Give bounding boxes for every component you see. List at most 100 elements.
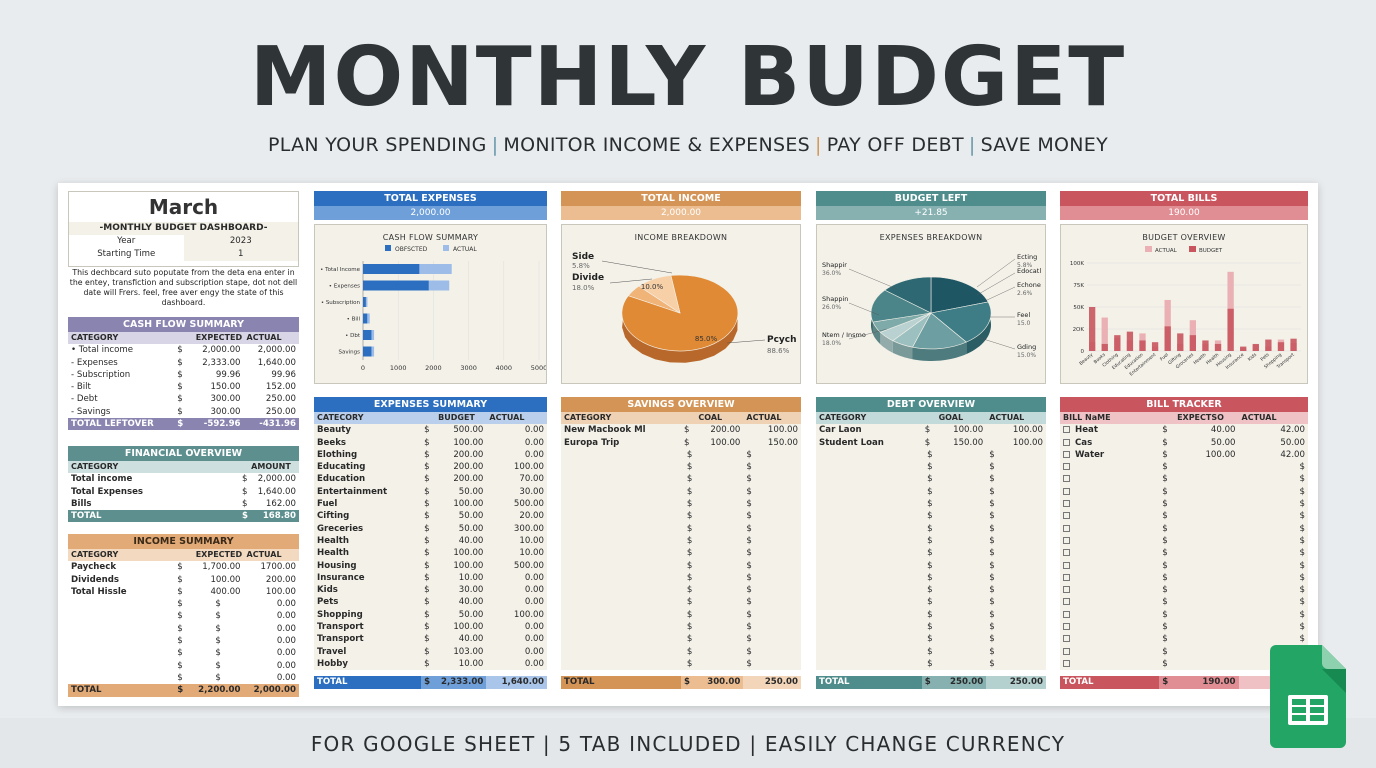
expected-cell[interactable]: 100.00 [1205,449,1236,460]
category-cell[interactable] [561,473,681,485]
bill-name-cell[interactable] [1060,523,1159,535]
actual-cell[interactable]: 42.00 [1280,425,1305,436]
category-cell[interactable]: Transport [317,634,364,645]
expected-cell[interactable] [1174,547,1238,559]
bill-checkbox[interactable] [1063,549,1070,557]
budget-cell[interactable]: 40.00 [458,634,484,645]
category-cell[interactable]: Travel [317,646,347,657]
bill-checkbox[interactable] [1063,500,1070,508]
actual-cell[interactable]: 100.00 [1012,425,1043,436]
actual-cell[interactable]: 42.00 [1280,449,1305,460]
category-cell[interactable] [561,633,681,645]
goal-cell[interactable] [936,547,987,559]
goal-cell[interactable] [695,572,743,584]
bill-checkbox[interactable] [1063,463,1070,471]
budget-cell[interactable]: 40.00 [458,535,484,546]
category-cell[interactable] [68,623,174,635]
expected-cell[interactable]: 100.00 [210,574,241,585]
bill-checkbox[interactable] [1063,438,1070,446]
actual-cell[interactable]: 0.00 [276,623,296,634]
bill-checkbox[interactable] [1063,623,1070,631]
actual-cell[interactable]: 0.00 [524,634,544,645]
goal-cell[interactable] [936,658,987,670]
budget-cell[interactable]: 40.00 [458,597,484,608]
category-cell[interactable]: Entertainment [317,486,388,497]
budget-cell[interactable]: 50.00 [458,511,484,522]
expected-cell[interactable]: 50.00 [1210,437,1236,448]
expected-cell[interactable] [1174,486,1238,498]
budget-cell[interactable]: 200.00 [453,474,484,485]
goal-cell[interactable] [936,584,987,596]
category-cell[interactable] [68,635,174,647]
goal-cell[interactable] [695,498,743,510]
category-cell[interactable] [561,486,681,498]
bill-name-cell[interactable] [1060,596,1159,608]
goal-cell[interactable] [695,596,743,608]
bill-name-cell[interactable] [1060,461,1159,473]
goal-cell[interactable] [695,633,743,645]
goal-cell[interactable] [936,621,987,633]
bill-name-cell[interactable]: Heat [1060,424,1159,436]
actual-cell[interactable]: 0.00 [524,597,544,608]
start-value[interactable]: 1 [183,248,298,261]
category-cell[interactable]: Dividends [71,574,119,585]
bill-checkbox[interactable] [1063,512,1070,520]
actual-cell[interactable]: 0.00 [276,636,296,647]
category-cell[interactable] [68,610,174,622]
category-cell[interactable]: Kids [317,585,338,596]
actual-cell[interactable]: 10.00 [519,548,544,559]
actual-cell[interactable]: 0.00 [276,599,296,610]
category-cell[interactable]: Paycheck [71,562,117,573]
goal-cell[interactable] [936,523,987,535]
goal-cell[interactable] [695,621,743,633]
category-cell[interactable]: Educating [317,462,366,473]
category-cell[interactable] [816,523,922,535]
budget-cell[interactable]: 50.00 [458,523,484,534]
budget-cell[interactable]: 10.00 [458,572,484,583]
bill-name-cell[interactable] [1060,609,1159,621]
goal-cell[interactable]: 100.00 [710,437,741,448]
expected-cell[interactable] [1174,498,1238,510]
budget-cell[interactable]: 100.00 [453,548,484,559]
expected-cell[interactable] [1174,473,1238,485]
expected-cell[interactable]: $ [215,636,221,647]
expected-cell[interactable]: 400.00 [210,586,241,597]
category-cell[interactable] [816,473,922,485]
category-cell[interactable]: Hobby [317,658,349,669]
actual-cell[interactable]: 0.00 [276,660,296,671]
category-cell[interactable] [561,547,681,559]
category-cell[interactable] [816,584,922,596]
category-cell[interactable] [816,461,922,473]
category-cell[interactable]: Health [317,548,349,559]
goal-cell[interactable] [695,609,743,621]
bill-name-cell[interactable] [1060,572,1159,584]
actual-cell[interactable]: 0.00 [276,672,296,683]
goal-cell[interactable] [695,449,743,461]
expected-cell[interactable] [1174,621,1238,633]
actual-cell[interactable]: 150.00 [767,437,798,448]
expected-cell[interactable] [1174,658,1238,670]
actual-cell[interactable]: 200.00 [265,574,296,585]
category-cell[interactable] [816,572,922,584]
bill-name-cell[interactable] [1060,633,1159,645]
actual-cell[interactable]: 100.00 [513,609,544,620]
goal-cell[interactable]: 100.00 [953,425,984,436]
bill-name-cell[interactable] [1060,486,1159,498]
goal-cell[interactable] [936,633,987,645]
expected-cell[interactable]: 40.00 [1210,425,1236,436]
goal-cell[interactable] [936,461,987,473]
expected-cell[interactable] [1174,646,1238,658]
goal-cell[interactable] [695,473,743,485]
goal-cell[interactable] [695,584,743,596]
expected-cell[interactable] [1174,584,1238,596]
goal-cell[interactable] [695,523,743,535]
bill-checkbox[interactable] [1063,450,1070,458]
category-cell[interactable] [816,609,922,621]
bill-checkbox[interactable] [1063,659,1070,667]
actual-cell[interactable]: 100.00 [1012,437,1043,448]
goal-cell[interactable]: 150.00 [953,437,984,448]
bill-name-cell[interactable] [1060,547,1159,559]
goal-cell[interactable] [695,560,743,572]
actual-cell[interactable]: 20.00 [519,511,544,522]
expected-cell[interactable] [1174,523,1238,535]
